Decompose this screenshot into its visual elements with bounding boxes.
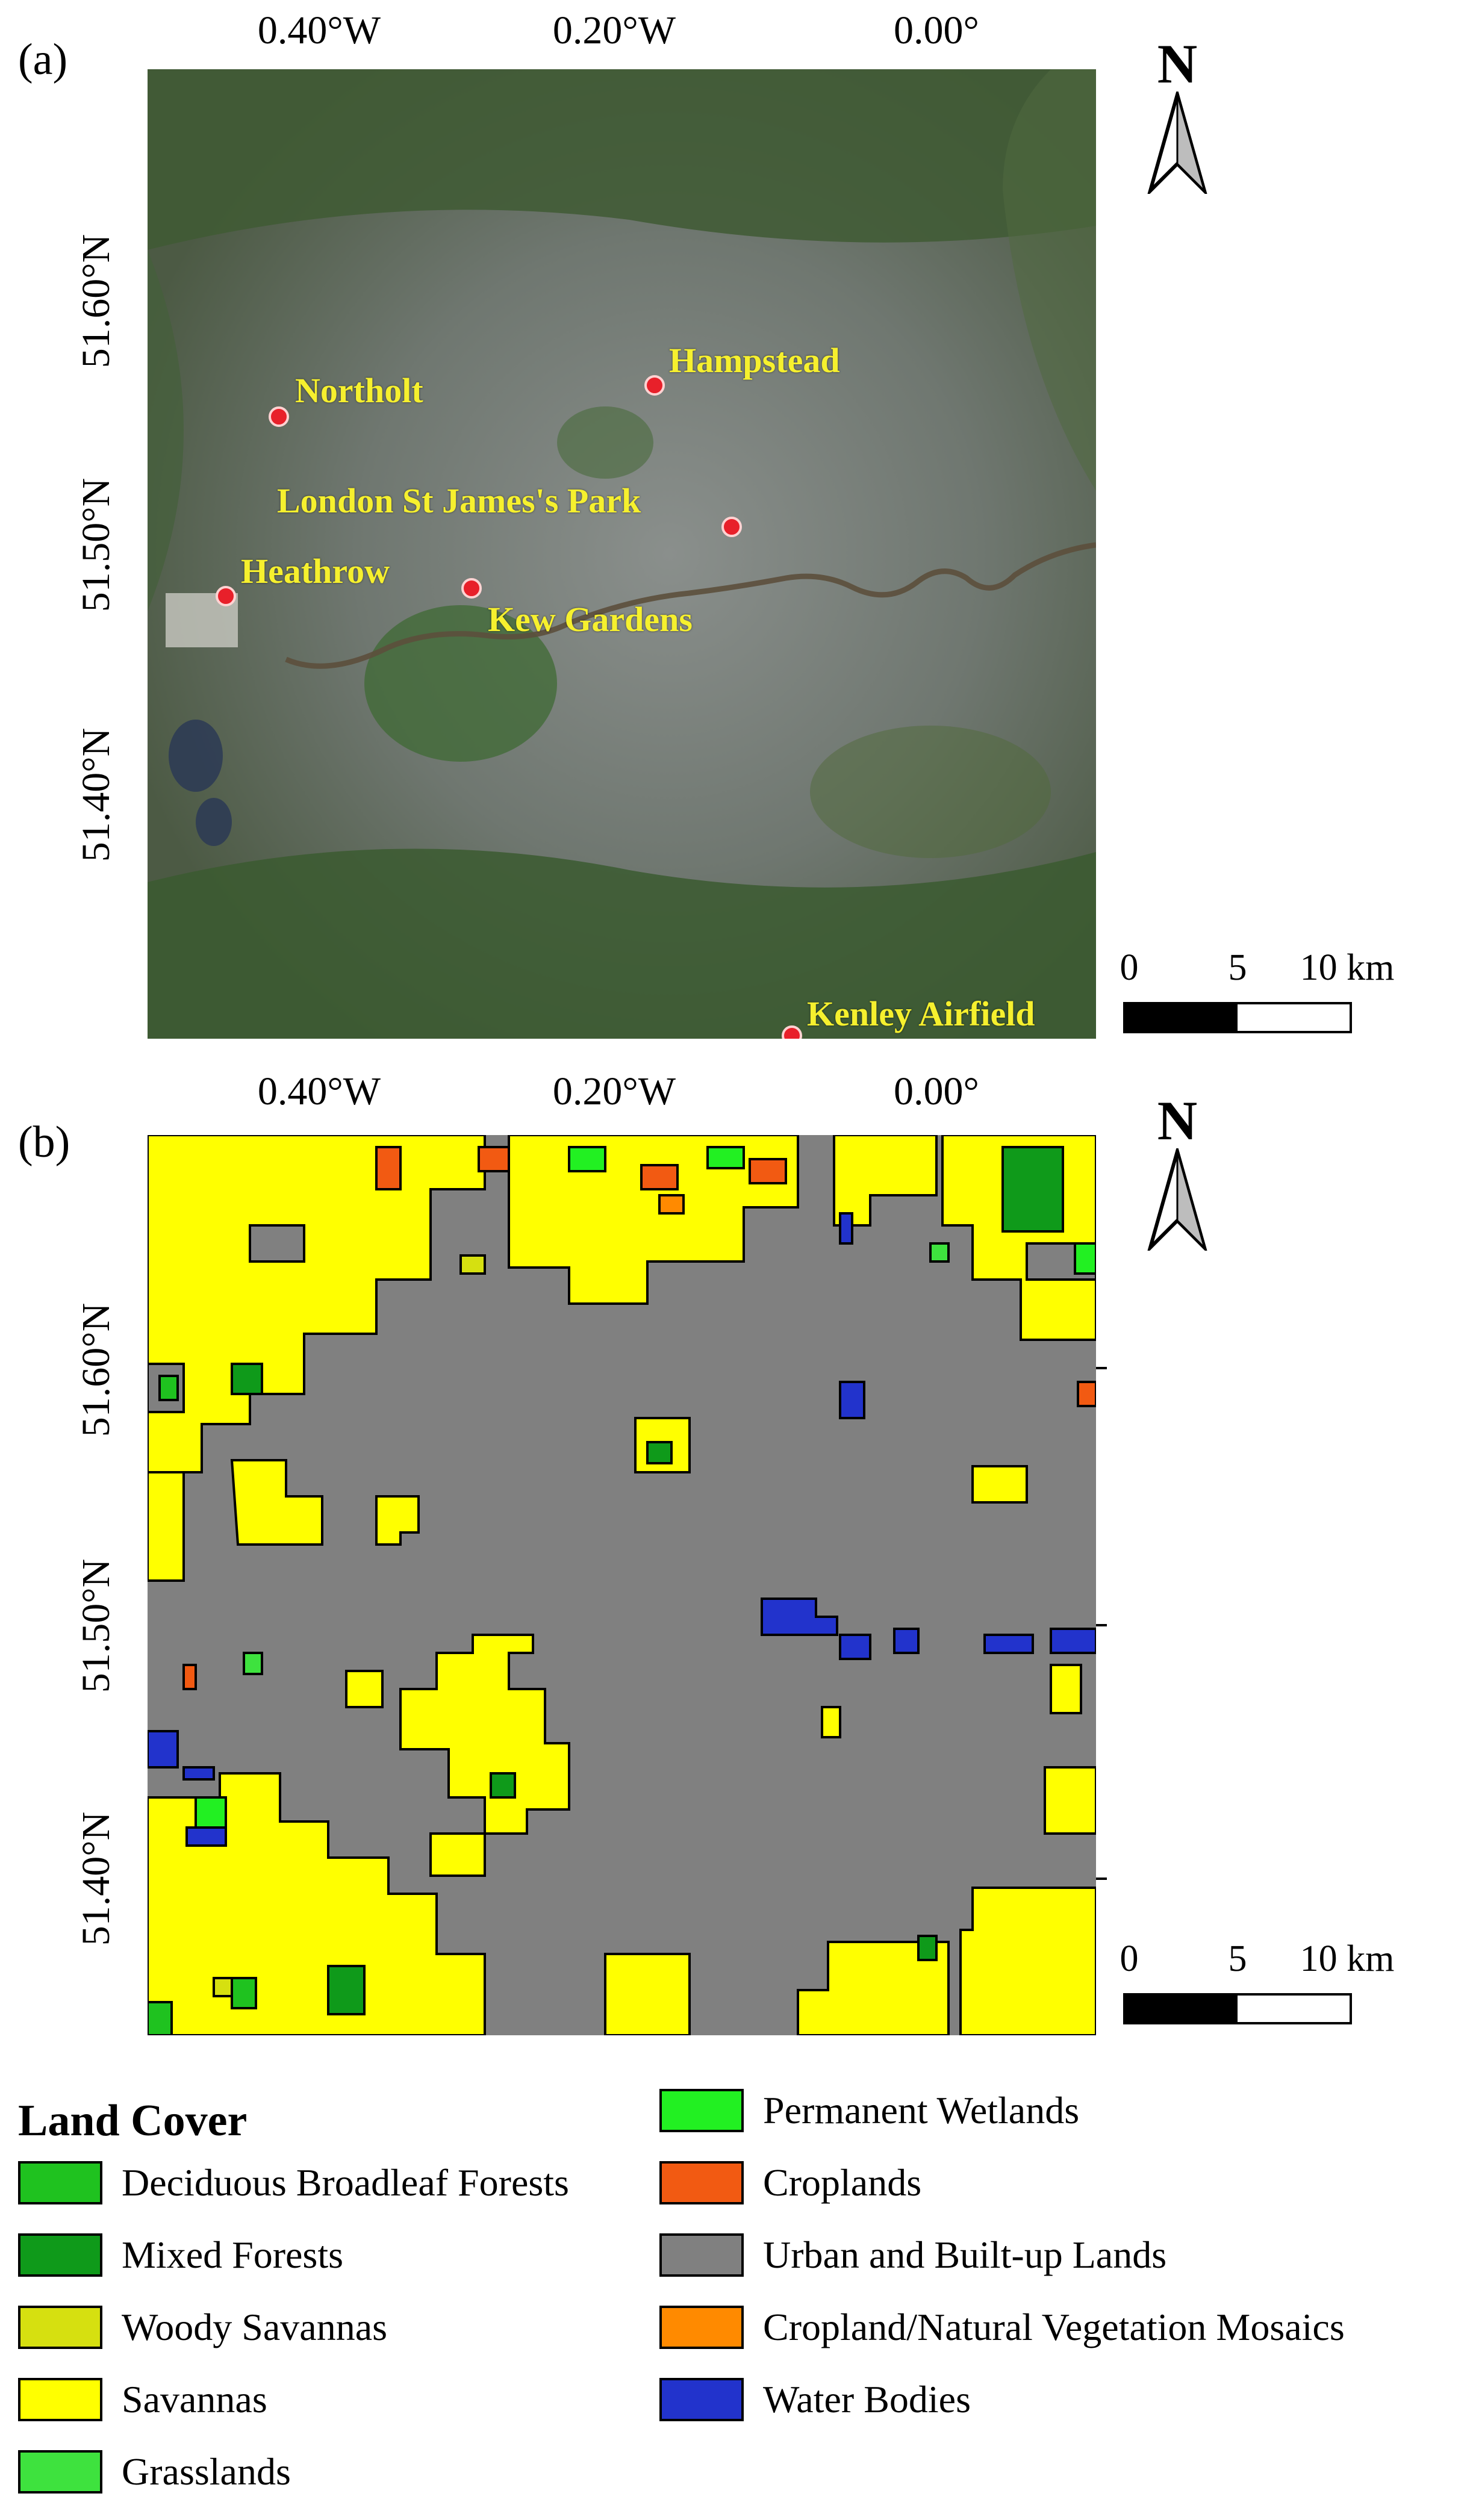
satellite-map: Hampstead Northolt London St James's Par… — [148, 69, 1096, 1039]
station-northolt-marker — [269, 406, 289, 427]
station-kew-gardens-label: Kew Gardens — [488, 600, 693, 639]
panel-a-north-letter: N — [1157, 33, 1198, 95]
panel-a-scale-label-5: 5 — [1228, 947, 1247, 988]
station-kenley-marker — [782, 1025, 802, 1039]
panel-b-scale-bar: 0 5 10 km — [1120, 1938, 1394, 2028]
legend-label: Woody Savannas — [122, 2306, 387, 2348]
station-kew-gardens-marker — [461, 578, 482, 599]
panel-b-scale-label-0: 0 — [1120, 1938, 1139, 1979]
legend-label: Deciduous Broadleaf Forests — [122, 2161, 569, 2204]
legend-label: Croplands — [763, 2161, 922, 2204]
legend-swatch — [659, 2378, 744, 2421]
station-heathrow-marker — [216, 586, 236, 606]
station-kenley-label: Kenley Airfield — [807, 994, 1035, 1033]
station-st-james-label: London St James's Park — [277, 481, 641, 520]
station-hampstead-marker — [644, 375, 665, 396]
legend-label: Mixed Forests — [122, 2233, 343, 2276]
legend-item-grasslands: Grasslands — [18, 2448, 291, 2496]
panel-a-north-arrow: N — [1135, 33, 1219, 198]
legend-label: Savannas — [122, 2378, 267, 2421]
legend-item-savannas: Savannas — [18, 2375, 267, 2424]
panel-a-y-label-5160n: 51.60°N — [74, 234, 118, 369]
panel-b-scale-label-10km: 10 km — [1300, 1938, 1395, 1979]
legend-title: Land Cover — [18, 2096, 248, 2145]
station-northolt-label: Northolt — [295, 371, 423, 410]
panel-a-scale-bar: 0 5 10 km — [1120, 947, 1394, 1037]
panel-b-y-tick-5150n — [1096, 1624, 1107, 1626]
panel-b-north-arrow: N — [1135, 1093, 1219, 1254]
legend-item-woody-savannas: Woody Savannas — [18, 2303, 387, 2351]
legend-swatch — [18, 2378, 102, 2421]
panel-b-north-letter: N — [1157, 1090, 1198, 1151]
legend-label: Permanent Wetlands — [763, 2089, 1080, 2132]
panel-b-y-label-5140n: 51.40°N — [74, 1811, 118, 1946]
panel-a-letter: (a) — [18, 35, 68, 84]
panel-a-x-label-000: 0.00° — [894, 8, 979, 52]
land-cover-raster — [148, 1135, 1096, 2035]
legend-item-deciduous: Deciduous Broadleaf Forests — [18, 2159, 569, 2207]
legend-label: Urban and Built-up Lands — [763, 2233, 1167, 2276]
panel-b-x-label-020w: 0.20°W — [552, 1069, 676, 1113]
panel-b-y-label-5150n: 51.50°N — [74, 1558, 118, 1693]
legend-item-permanent-wetlands: Permanent Wetlands — [659, 2086, 1079, 2135]
panel-a-x-label-020w: 0.20°W — [552, 8, 676, 52]
panel-a-scale-graphic — [1123, 1002, 1352, 1033]
legend-swatch — [659, 2306, 744, 2349]
station-heathrow-label: Heathrow — [241, 552, 390, 591]
legend-label: Grasslands — [122, 2450, 291, 2493]
legend-swatch — [18, 2306, 102, 2349]
legend-item-croplands: Croplands — [659, 2159, 921, 2207]
legend-label: Cropland/Natural Vegetation Mosaics — [763, 2306, 1345, 2348]
legend-swatch — [18, 2450, 102, 2494]
legend-item-cropland-mosaics: Cropland/Natural Vegetation Mosaics — [659, 2303, 1345, 2351]
legend-swatch — [18, 2233, 102, 2277]
panel-b-scale-label-5: 5 — [1228, 1938, 1247, 1979]
legend-item-urban: Urban and Built-up Lands — [659, 2231, 1166, 2279]
legend-swatch — [659, 2089, 744, 2132]
legend-item-mixed-forests: Mixed Forests — [18, 2231, 343, 2279]
station-st-james-marker — [721, 517, 742, 537]
satellite-image — [148, 69, 1096, 1039]
panel-b-letter: (b) — [18, 1118, 70, 1167]
legend-swatch — [659, 2161, 744, 2204]
panel-b-y-tick-5160n — [1096, 1367, 1107, 1369]
land-cover-map — [148, 1135, 1096, 2035]
north-arrow-icon — [1147, 87, 1208, 198]
panel-b-x-label-040w: 0.40°W — [257, 1069, 381, 1113]
panel-a-y-label-5150n: 51.50°N — [74, 478, 118, 612]
station-hampstead-label: Hampstead — [669, 341, 840, 380]
panel-a-scale-label-10km: 10 km — [1300, 947, 1395, 988]
north-arrow-icon — [1147, 1144, 1208, 1254]
panel-b-y-label-5160n: 51.60°N — [74, 1302, 118, 1437]
panel-a-y-label-5140n: 51.40°N — [74, 727, 118, 862]
panel-b-y-tick-5140n — [1096, 1878, 1107, 1880]
legend-item-water-bodies: Water Bodies — [659, 2375, 971, 2424]
legend-swatch — [18, 2161, 102, 2204]
panel-a-scale-label-0: 0 — [1120, 947, 1139, 988]
panel-a-x-label-040w: 0.40°W — [257, 8, 381, 52]
panel-b-scale-graphic — [1123, 1993, 1352, 2024]
panel-b-x-label-000: 0.00° — [894, 1069, 979, 1113]
legend-swatch — [659, 2233, 744, 2277]
legend-label: Water Bodies — [763, 2378, 971, 2421]
